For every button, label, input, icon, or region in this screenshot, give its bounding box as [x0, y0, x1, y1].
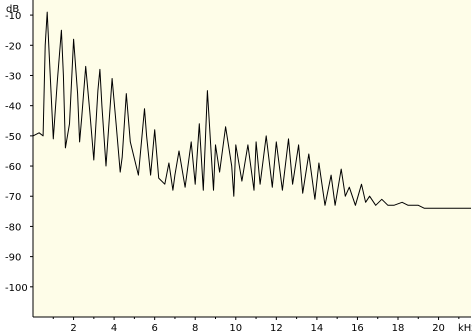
y-axis-unit: dB [6, 4, 19, 15]
x-tick-label: 12 [270, 323, 283, 334]
x-tick-label: 14 [311, 323, 324, 334]
y-tick-label: -80 [5, 222, 21, 233]
x-tick-label: 2 [70, 323, 76, 334]
y-tick-label: -70 [5, 192, 21, 203]
plot-background [33, 0, 471, 317]
x-tick-label: 6 [151, 323, 157, 334]
x-tick-label: 10 [229, 323, 242, 334]
x-tick-label: 20 [432, 323, 445, 334]
y-tick-label: -20 [5, 41, 21, 52]
x-axis-ticks: 2 4 6 8 10 12 14 16 18 20 [52, 317, 460, 334]
series-line [32, 11, 471, 209]
y-tick-label: -90 [5, 253, 21, 264]
x-tick-label: 18 [392, 323, 405, 334]
y-tick-label: -50 [5, 132, 21, 143]
x-tick-label: 8 [192, 323, 198, 334]
x-axis-unit: kHz [458, 323, 472, 334]
y-tick-label: -40 [5, 102, 21, 113]
x-tick-label: 16 [351, 323, 364, 334]
y-tick-label: -30 [5, 71, 21, 82]
y-tick-label: -10 [5, 11, 21, 22]
y-axis-ticks: -10 -20 -30 -40 -50 -60 -70 -80 -90 -100 [5, 11, 33, 294]
y-tick-label: -100 [5, 283, 28, 294]
x-tick-label: 4 [111, 323, 117, 334]
y-tick-label: -60 [5, 162, 21, 173]
